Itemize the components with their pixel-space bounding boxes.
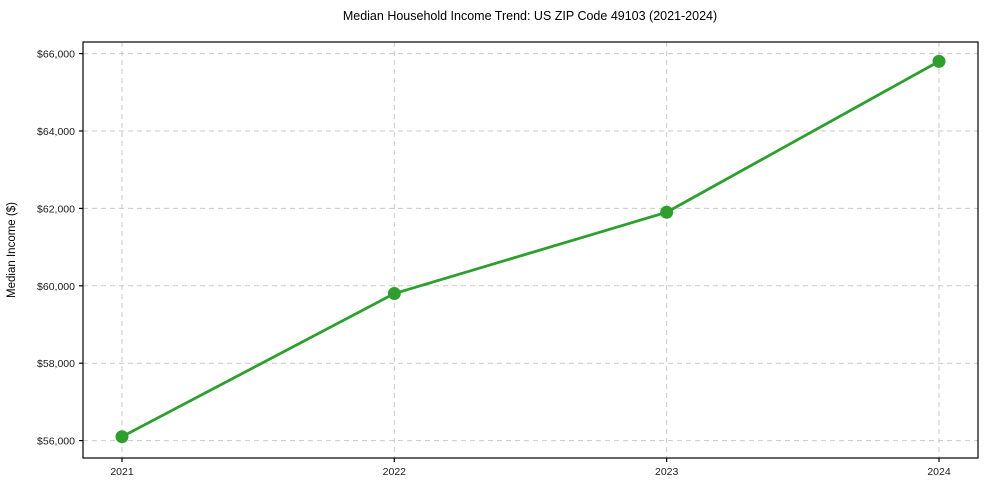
y-tick-label: $64,000: [37, 126, 75, 138]
x-tick-label: 2022: [383, 466, 407, 478]
data-points: [115, 54, 946, 444]
x-tick-label: 2023: [655, 466, 679, 478]
chart-title: Median Household Income Trend: US ZIP Co…: [343, 9, 717, 23]
plot-frame: [82, 41, 979, 459]
x-tick-label: 2021: [110, 466, 134, 478]
gridlines: [83, 42, 978, 458]
data-point: [115, 430, 129, 444]
axis-tick-labels: $56,000 $58,000 $60,000 $62,000 $64,000 $66,0…: [37, 49, 951, 478]
data-point: [660, 205, 674, 219]
y-tick-label: $56,000: [37, 436, 75, 448]
trend-line: [120, 59, 941, 439]
y-axis-label: Median Income ($): [6, 202, 18, 298]
y-tick-label: $66,000: [37, 49, 75, 61]
y-tick-label: $62,000: [37, 203, 75, 215]
x-tick-label: 2024: [927, 466, 951, 478]
data-point: [387, 287, 401, 301]
y-tick-label: $58,000: [37, 358, 75, 370]
y-tick-label: $60,000: [37, 281, 75, 293]
data-point: [932, 54, 946, 68]
axis-ticks: [79, 53, 940, 462]
